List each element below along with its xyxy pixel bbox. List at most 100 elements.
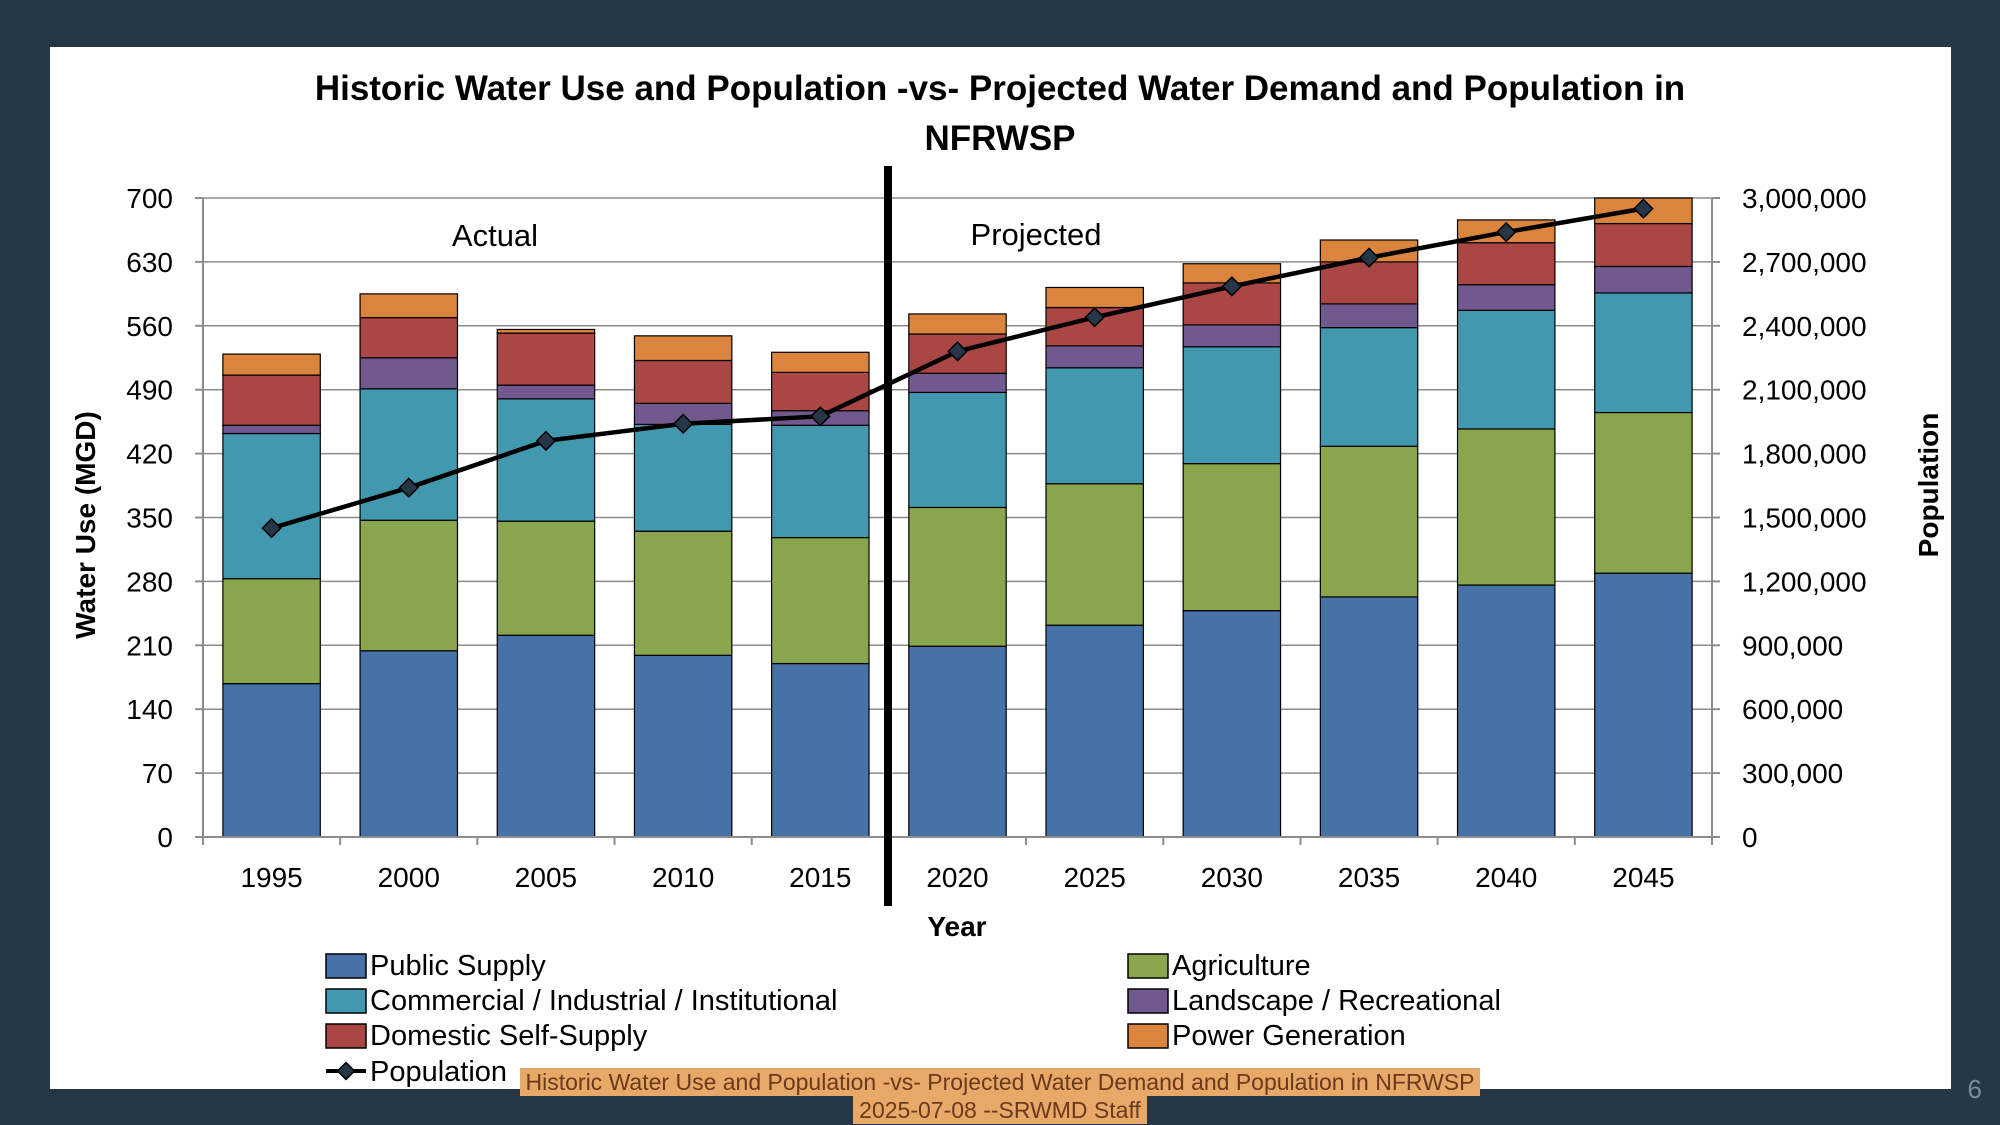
legend-label-power: Power Generation (1172, 1020, 1406, 1052)
legend-swatch-power (1127, 1023, 1169, 1049)
population-marker (1221, 276, 1243, 297)
bar-segment (633, 335, 733, 362)
population-marker (398, 477, 420, 498)
slide-caption: Historic Water Use and Population -vs- P… (0, 1068, 2000, 1124)
x-tick-label: 1995 (240, 862, 302, 893)
legend: Public Supply Agriculture Commercial / I… (325, 950, 1501, 1088)
bar-segment (359, 316, 459, 359)
bar-segment (908, 313, 1007, 335)
annotation-actual: Actual (452, 218, 538, 253)
bars (222, 197, 1693, 838)
bar-segment (496, 328, 596, 334)
bar-segment (908, 506, 1007, 647)
population-marker (947, 341, 968, 362)
population-marker (1495, 221, 1517, 243)
bar-segment (1319, 596, 1419, 838)
y-tick-label: 70 (142, 758, 173, 789)
bar-segment (1456, 584, 1556, 838)
bar-segment (1045, 286, 1144, 309)
y-axis-label: Water Use (MGD) (70, 411, 101, 639)
bar-segment (771, 536, 870, 665)
caption-line-1: Historic Water Use and Population -vs- P… (519, 1068, 1481, 1096)
bar-segment (771, 371, 870, 412)
y2-tick-label: 3,000,000 (1742, 183, 1867, 214)
bar-segment (1319, 445, 1419, 598)
y-tick-label: 280 (126, 566, 173, 597)
tick-labels: 0 0 70 300,000 140 600,000 210 900,000 280 1,200,… (126, 183, 1866, 893)
legend-label-domestic: Domestic Self-Supply (370, 1020, 648, 1052)
bar-segment (1045, 483, 1144, 626)
x-tick-label: 2030 (1201, 862, 1263, 893)
bar-segment (1456, 242, 1556, 286)
bar-segment (908, 391, 1007, 509)
bar-segment (496, 520, 596, 636)
y-tick-label: 350 (126, 503, 173, 534)
bar-segment (496, 398, 596, 522)
legend-swatch-landscape (1127, 988, 1169, 1014)
bar-segment (1182, 346, 1282, 465)
y-tick-label: 0 (157, 822, 173, 853)
x-tick-label: 2035 (1338, 862, 1400, 893)
bar-segment (222, 353, 321, 376)
bar-segment (222, 578, 321, 685)
legend-label-commercial: Commercial / Industrial / Institutional (370, 985, 837, 1017)
legend-label-landscape: Landscape / Recreational (1172, 985, 1501, 1017)
y2-tick-label: 1,500,000 (1742, 503, 1867, 534)
bar-segment (1182, 463, 1282, 612)
bar-segment (633, 530, 733, 656)
bar-segment (908, 645, 1007, 838)
y-tick-label: 490 (126, 375, 173, 406)
bar-segment (1594, 411, 1693, 574)
population-marker (535, 430, 557, 452)
bar-segment (1182, 324, 1282, 348)
bar-segment (908, 372, 1007, 394)
bar-segment (359, 650, 459, 838)
x-tick-label: 2000 (378, 862, 440, 893)
legend-swatch-commercial (325, 988, 367, 1014)
y-tick-label: 140 (126, 694, 173, 725)
bar-segment (222, 683, 321, 838)
population-marker (1358, 247, 1380, 268)
bar-segment (1182, 610, 1282, 838)
bar-segment (1594, 572, 1693, 838)
bar-segment (359, 357, 459, 390)
caption-line-2: 2025-07-08 --SRWMD Staff (853, 1096, 1147, 1124)
bar-segment (496, 332, 596, 386)
x-tick-label: 2020 (926, 862, 988, 893)
x-tick-label: 2010 (652, 862, 714, 893)
bar-segment (1456, 284, 1556, 311)
bar-segment (1319, 261, 1419, 305)
bar-segment (1045, 624, 1144, 838)
y-tick-label: 700 (126, 183, 173, 214)
y2-tick-label: 900,000 (1742, 630, 1843, 661)
bar-segment (359, 388, 459, 521)
legend-label-public-supply: Public Supply (370, 950, 546, 982)
bar-segment (771, 662, 870, 838)
bar-segment (633, 654, 733, 838)
bar-segment (1456, 309, 1556, 430)
y-tick-label: 420 (126, 439, 173, 470)
bar-segment (1594, 292, 1693, 414)
bar-segment (1456, 428, 1556, 586)
axes (195, 197, 1720, 845)
y-tick-label: 560 (126, 311, 173, 342)
y2-tick-label: 300,000 (1742, 758, 1843, 789)
population-marker (261, 517, 282, 539)
bar-segment (1319, 327, 1419, 447)
population-line (261, 198, 1654, 539)
legend-label-population: Population (370, 1056, 507, 1088)
x-tick-label: 2005 (515, 862, 577, 893)
bar-segment (633, 359, 733, 404)
bar-segment (1045, 367, 1144, 485)
x-tick-label: 2045 (1612, 862, 1674, 893)
bar-segment (222, 374, 321, 426)
x-axis-label: Year (927, 911, 986, 942)
bar-segment (496, 634, 596, 838)
y2-tick-label: 2,700,000 (1742, 247, 1867, 278)
y2-tick-label: 600,000 (1742, 694, 1843, 725)
x-tick-label: 2015 (789, 862, 851, 893)
bar-segment (633, 423, 733, 532)
bar-segment (1045, 345, 1144, 369)
bar-segment (1319, 303, 1419, 329)
